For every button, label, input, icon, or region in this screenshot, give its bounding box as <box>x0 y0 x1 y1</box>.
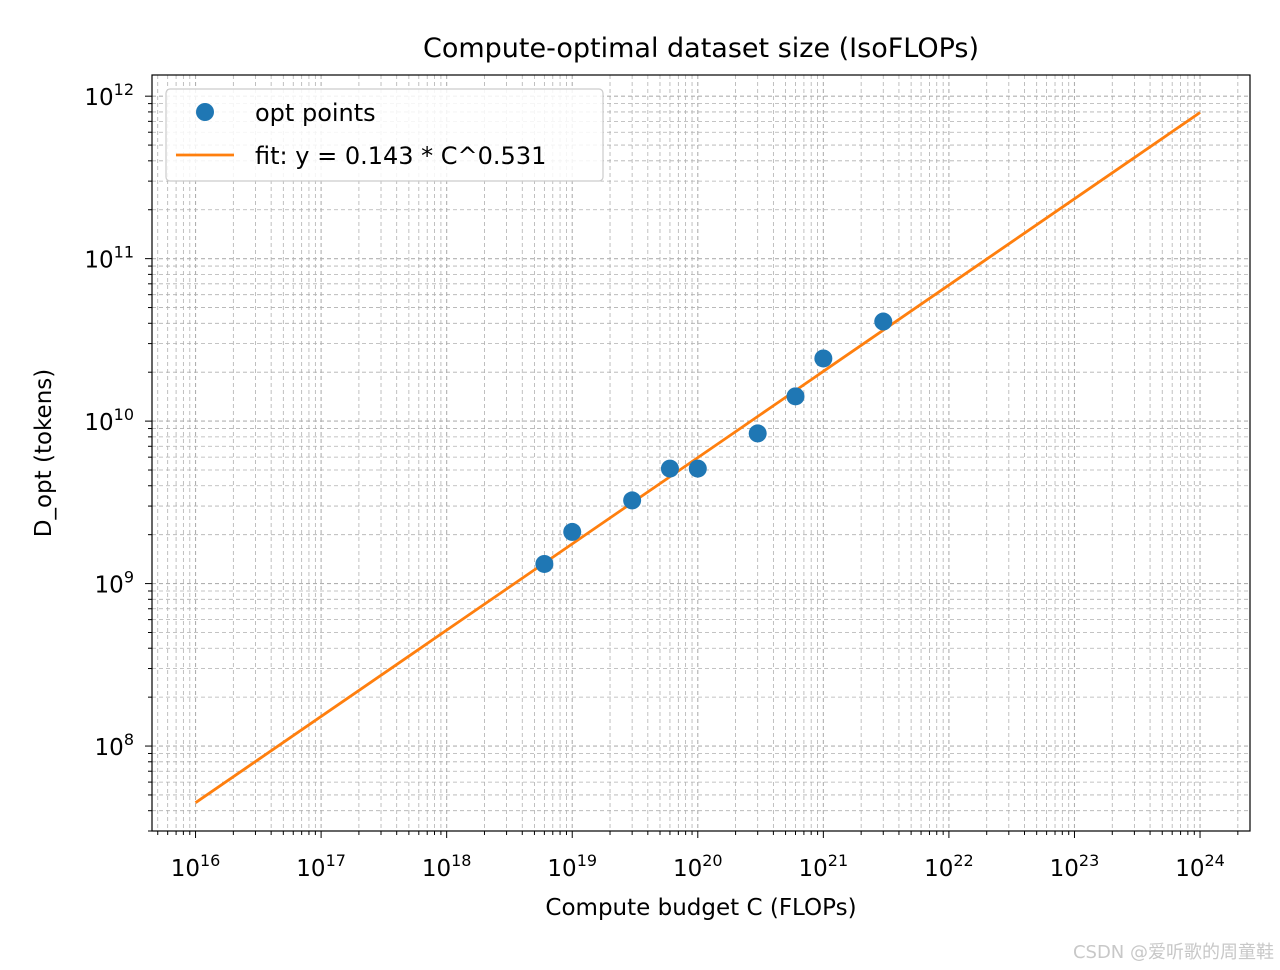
legend-label-opt-points: opt points <box>255 99 376 127</box>
x-tick-label: 1018 <box>422 851 472 882</box>
legend: opt points fit: y = 0.143 * C^0.531 <box>165 88 604 182</box>
y-tick-label: 1011 <box>84 243 134 274</box>
legend-box <box>165 88 604 182</box>
x-tick-label: 1020 <box>673 851 723 882</box>
x-tick-label: 1019 <box>547 851 597 882</box>
x-tick-label: 1024 <box>1175 851 1225 882</box>
legend-marker-opt-points <box>196 103 214 121</box>
opt-point <box>688 459 707 478</box>
y-tick-label: 108 <box>95 730 134 761</box>
fit-line <box>194 111 1201 804</box>
points-layer <box>535 312 893 573</box>
x-tick-label: 1022 <box>924 851 974 882</box>
x-tick-label: 1023 <box>1050 851 1100 882</box>
opt-point <box>660 459 679 478</box>
opt-point <box>814 349 833 368</box>
plot-frame <box>151 74 1251 832</box>
opt-point <box>786 387 805 406</box>
ticks-layer <box>145 95 1239 838</box>
x-tick-label: 1016 <box>171 851 221 882</box>
opt-point <box>748 424 767 443</box>
x-tick-label: 1017 <box>296 851 346 882</box>
y-tick-label: 1012 <box>84 80 134 111</box>
y-axis-label: D_opt (tokens) <box>31 369 57 537</box>
y-tick-label: 109 <box>95 568 134 599</box>
opt-point <box>563 522 582 541</box>
y-tick-label: 1010 <box>84 405 134 436</box>
minor-grid <box>152 75 1250 832</box>
chart-title: Compute-optimal dataset size (IsoFLOPs) <box>423 33 979 64</box>
watermark: CSDN @爱听歌的周童鞋 <box>1072 942 1274 963</box>
opt-point <box>535 554 554 573</box>
fit-line-layer <box>194 111 1201 804</box>
opt-point <box>874 312 893 331</box>
opt-point <box>623 491 642 510</box>
x-axis-label: Compute budget C (FLOPs) <box>545 895 856 921</box>
legend-label-fit-line: fit: y = 0.143 * C^0.531 <box>255 142 546 170</box>
tick-labels-layer: 1016 1017 1018 1019 1020 1021 1022 1023 1024 108 1… <box>84 80 1224 882</box>
x-tick-label: 1021 <box>799 851 849 882</box>
